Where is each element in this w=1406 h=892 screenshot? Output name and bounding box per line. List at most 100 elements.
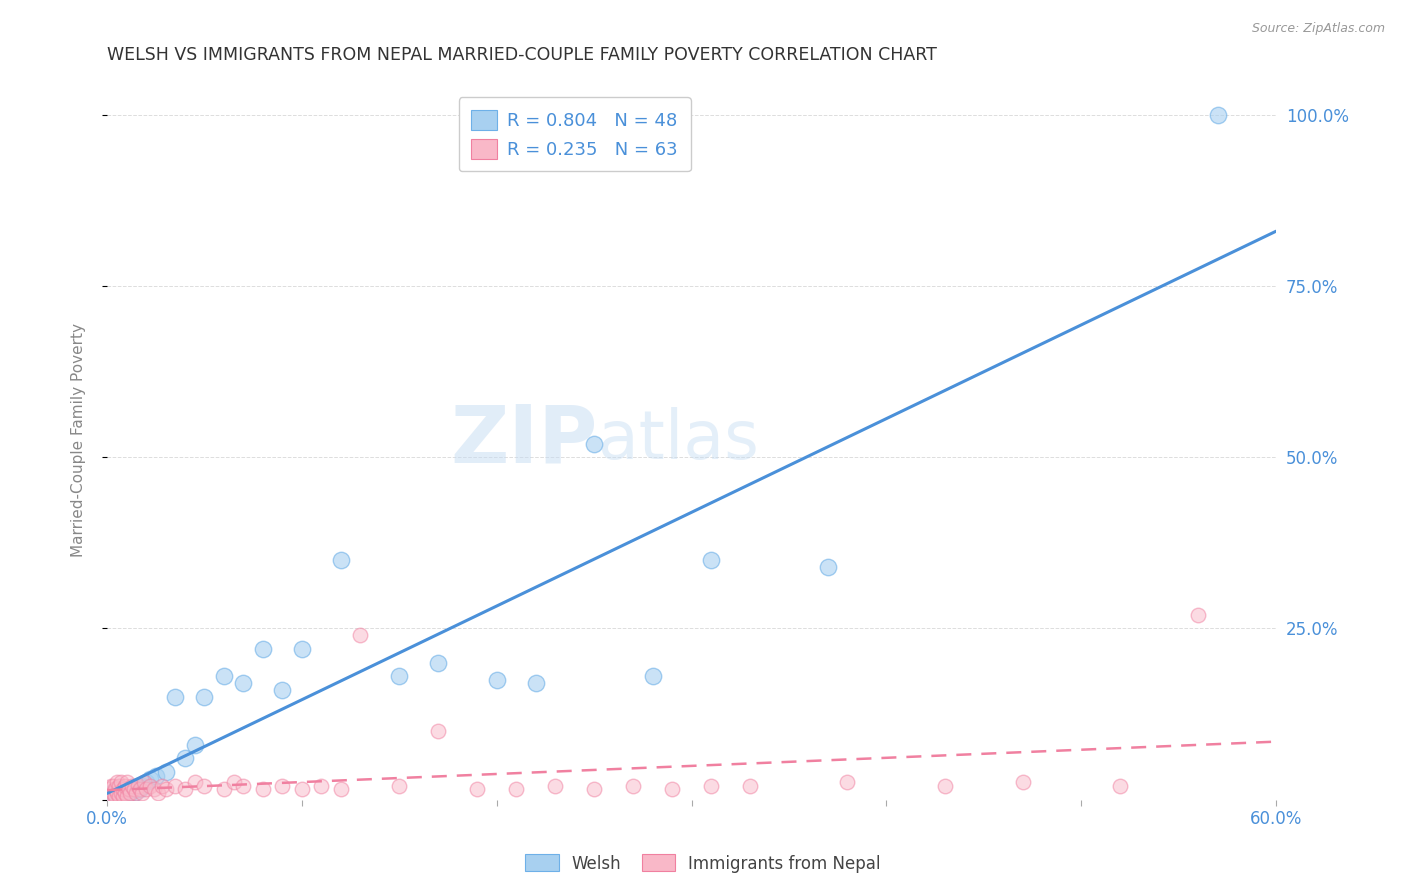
Point <box>117 786 139 800</box>
Point <box>232 779 254 793</box>
Point <box>115 789 138 803</box>
Point <box>115 789 138 803</box>
Point <box>98 782 121 797</box>
Point <box>661 782 683 797</box>
Point <box>110 775 132 789</box>
Point <box>174 782 197 797</box>
Point <box>121 782 143 797</box>
Point <box>1206 108 1229 122</box>
Point <box>329 553 352 567</box>
Point <box>232 676 254 690</box>
Point <box>388 779 411 793</box>
Point <box>465 782 488 797</box>
Point <box>1109 779 1132 793</box>
Point <box>114 786 136 800</box>
Point <box>127 779 149 793</box>
Point <box>252 642 274 657</box>
Point <box>174 751 197 765</box>
Point <box>120 786 142 800</box>
Point <box>155 782 177 797</box>
Point <box>111 789 134 803</box>
Point <box>101 786 124 800</box>
Point <box>934 779 956 793</box>
Point <box>101 779 124 793</box>
Point <box>111 782 134 797</box>
Point <box>329 782 352 797</box>
Point <box>155 765 177 780</box>
Point <box>700 553 723 567</box>
Point <box>193 690 215 704</box>
Point <box>104 786 127 800</box>
Point <box>107 779 129 793</box>
Point <box>107 789 129 803</box>
Point <box>252 782 274 797</box>
Point <box>1187 607 1209 622</box>
Point <box>131 779 153 793</box>
Point <box>115 775 138 789</box>
Point <box>142 782 165 797</box>
Point <box>111 789 134 803</box>
Point <box>107 786 129 800</box>
Point <box>427 656 450 670</box>
Point <box>124 786 146 800</box>
Point <box>110 786 132 800</box>
Point <box>311 779 333 793</box>
Point <box>544 779 567 793</box>
Point <box>100 789 122 803</box>
Point <box>583 436 606 450</box>
Point <box>388 669 411 683</box>
Point <box>1011 775 1033 789</box>
Point <box>222 775 245 789</box>
Point <box>101 786 124 800</box>
Point <box>485 673 508 687</box>
Point <box>125 786 148 800</box>
Point <box>427 724 450 739</box>
Point <box>117 782 139 797</box>
Point <box>621 779 644 793</box>
Point <box>104 789 127 803</box>
Point <box>505 782 527 797</box>
Point <box>349 628 371 642</box>
Point <box>165 779 187 793</box>
Point <box>104 782 127 797</box>
Text: WELSH VS IMMIGRANTS FROM NEPAL MARRIED-COUPLE FAMILY POVERTY CORRELATION CHART: WELSH VS IMMIGRANTS FROM NEPAL MARRIED-C… <box>107 46 936 64</box>
Point <box>121 779 143 793</box>
Point <box>291 782 314 797</box>
Point <box>105 786 128 800</box>
Point <box>100 789 122 803</box>
Point <box>271 779 294 793</box>
Point <box>129 782 152 797</box>
Point <box>98 789 121 803</box>
Point <box>110 786 132 800</box>
Point <box>100 779 122 793</box>
Point <box>150 779 173 793</box>
Point <box>146 786 169 800</box>
Point <box>100 786 122 800</box>
Point <box>107 789 129 803</box>
Point <box>291 642 314 657</box>
Point <box>135 775 157 789</box>
Text: atlas: atlas <box>598 408 759 474</box>
Point <box>583 782 606 797</box>
Point <box>212 669 235 683</box>
Point <box>115 782 138 797</box>
Point <box>105 782 128 797</box>
Point <box>111 782 134 797</box>
Point <box>98 789 121 803</box>
Point <box>145 768 167 782</box>
Point <box>125 782 148 797</box>
Text: ZIP: ZIP <box>451 401 598 479</box>
Point <box>139 772 162 786</box>
Legend: R = 0.804   N = 48, R = 0.235   N = 63: R = 0.804 N = 48, R = 0.235 N = 63 <box>458 97 690 171</box>
Point <box>193 779 215 793</box>
Point <box>271 683 294 698</box>
Point <box>641 669 664 683</box>
Point <box>139 779 162 793</box>
Point <box>114 786 136 800</box>
Point <box>135 782 157 797</box>
Point <box>104 789 127 803</box>
Point <box>124 782 146 797</box>
Point <box>131 786 153 800</box>
Point <box>184 775 207 789</box>
Point <box>165 690 187 704</box>
